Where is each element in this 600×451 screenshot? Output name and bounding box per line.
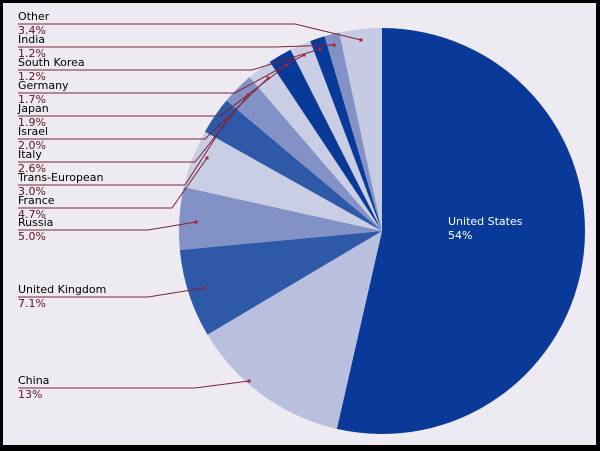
- pie-slice-india[interactable]: [324, 32, 382, 231]
- leader-dot-germany: [302, 53, 306, 57]
- pie-slice-south-korea[interactable]: [310, 36, 382, 231]
- leader-dot-russia: [194, 220, 198, 224]
- leader-dot-other: [359, 38, 363, 42]
- pie-slice-israel[interactable]: [249, 61, 382, 231]
- leader-line-russia: [18, 221, 197, 231]
- pie-slice-united-states[interactable]: [336, 27, 586, 434]
- leader-dot-india: [332, 43, 336, 47]
- leader-line-other: [18, 23, 362, 41]
- leader-dot-japan: [285, 63, 289, 67]
- leader-line-india: [18, 44, 335, 48]
- leader-line-italy: [18, 94, 249, 163]
- leader-dot-china: [247, 379, 251, 383]
- pie-slice-italy[interactable]: [226, 77, 382, 231]
- leader-dot-italy: [246, 93, 250, 97]
- leader-line-japan: [18, 64, 288, 117]
- leader-line-china: [18, 380, 250, 389]
- leader-line-south-korea: [18, 48, 321, 71]
- leader-dot-united-kingdom: [202, 286, 206, 290]
- pie-slice-france[interactable]: [183, 131, 382, 231]
- pie-slice-china[interactable]: [207, 231, 382, 429]
- pie-slice-japan[interactable]: [269, 49, 382, 231]
- pie-slice-united-kingdom[interactable]: [179, 231, 382, 335]
- leader-dot-israel: [266, 76, 270, 80]
- leader-dot-france: [205, 156, 209, 160]
- leader-line-germany: [18, 54, 305, 94]
- pie-slice-russia[interactable]: [179, 187, 382, 250]
- leader-line-israel: [18, 77, 269, 140]
- leader-line-france: [18, 157, 208, 209]
- leader-line-united-kingdom: [18, 287, 205, 298]
- leader-dot-south-korea: [318, 47, 322, 51]
- pie-slice-trans-european[interactable]: [204, 100, 382, 231]
- leader-dot-trans-european: [225, 118, 229, 122]
- pie-slice-germany[interactable]: [290, 41, 382, 232]
- leader-line-trans-european: [18, 119, 228, 186]
- pie-slice-other[interactable]: [339, 28, 382, 231]
